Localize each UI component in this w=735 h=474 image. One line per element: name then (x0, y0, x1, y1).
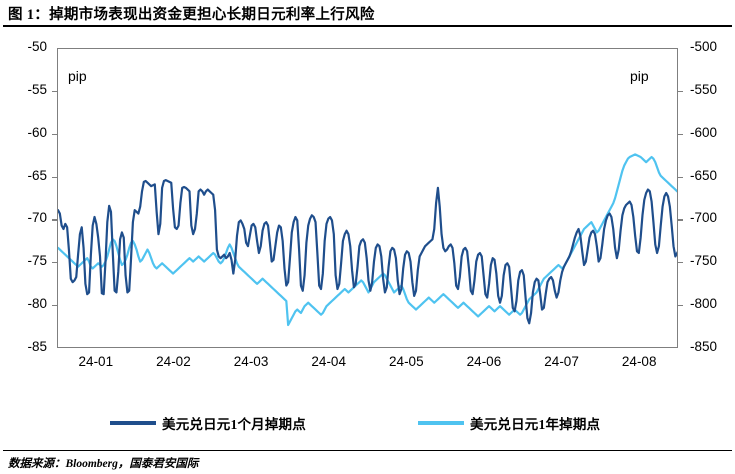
y-axis-left-tickmark (52, 305, 57, 307)
y-axis-left-tickmark (52, 176, 57, 178)
y-axis-right-tickmark (678, 133, 683, 135)
y-axis-right-tickmark (678, 176, 683, 178)
y-axis-left-tick-label: -50 (27, 39, 47, 54)
legend-item-1y-swap[interactable]: 美元兑日元1年掉期点 (418, 412, 600, 434)
y-axis-left-tick-label: -55 (27, 81, 47, 97)
y-axis-left-tick-label: -70 (27, 210, 47, 226)
title-divider (3, 25, 732, 27)
y-axis-right-tick-label: -550 (690, 81, 718, 97)
x-axis-tick-label: 24-04 (311, 354, 346, 369)
x-axis-tick-label: 24-02 (156, 354, 191, 369)
y-axis-left-tick-label: -65 (27, 167, 47, 183)
y-axis-left-tickmark (52, 90, 57, 93)
series-line-1m-swap (58, 180, 678, 323)
legend-label-1y-swap: 美元兑日元1年掉期点 (470, 417, 601, 432)
footer-divider (3, 450, 732, 452)
legend-swatch-1y-swap (418, 421, 464, 425)
y-axis-left-tickmark (52, 133, 57, 135)
y-axis-right-tick-label: -700 (690, 210, 718, 226)
legend-swatch-1m-swap (110, 421, 156, 425)
y-axis-left-tick-label: -60 (27, 124, 47, 140)
x-axis-tick-label: 24-07 (544, 354, 579, 369)
y-axis-right-tickmark (678, 219, 683, 221)
x-axis-tick-label: 24-08 (621, 354, 657, 369)
line-chart-canvas (58, 49, 678, 348)
y-axis-right-tickmark (678, 90, 683, 93)
y-axis-right-tick-label: -500 (690, 39, 718, 54)
x-axis-tick-label: 24-05 (389, 354, 424, 369)
legend-label-1m-swap: 美元兑日元1个月掉期点 (162, 417, 306, 432)
chart-legend: 美元兑日元1个月掉期点 美元兑日元1年掉期点 (0, 412, 735, 438)
figure-title-bar: 图 1：掉期市场表现出资金更担心长期日元利率上行风险 (0, 0, 735, 27)
legend-item-1m-swap[interactable]: 美元兑日元1个月掉期点 (110, 412, 306, 434)
left-axis-unit-label: pip (68, 68, 87, 84)
y-axis-right-tick-label: -600 (690, 124, 718, 140)
y-axis-right-tick-label: -750 (690, 253, 718, 269)
x-axis-tick-label: 24-06 (466, 354, 502, 369)
series-line-1y-swap (58, 154, 678, 325)
y-axis-right-tickmark (678, 262, 683, 264)
y-axis-right-tick-label: -850 (690, 339, 718, 354)
right-axis-unit-label: pip (630, 68, 649, 84)
source-note: 数据来源：Bloomberg，国泰君安国际 (8, 458, 199, 470)
y-axis-right-tickmark (678, 305, 683, 307)
y-axis-left-tickmark (52, 262, 57, 264)
y-axis-left-tick-label: -75 (27, 253, 47, 269)
y-axis-right-tick-label: -800 (690, 296, 718, 312)
x-axis-tick-label: 24-01 (78, 354, 114, 369)
y-axis-right-tick-label: -650 (690, 167, 718, 183)
page-title: 图 1：掉期市场表现出资金更担心长期日元利率上行风险 (8, 7, 375, 23)
y-axis-left-tickmark (52, 219, 57, 221)
y-axis-left-tick-label: -85 (27, 339, 47, 354)
x-axis-tick-label: 24-03 (233, 354, 269, 369)
y-axis-left-tick-label: -80 (27, 296, 47, 312)
plot-area (57, 48, 678, 348)
